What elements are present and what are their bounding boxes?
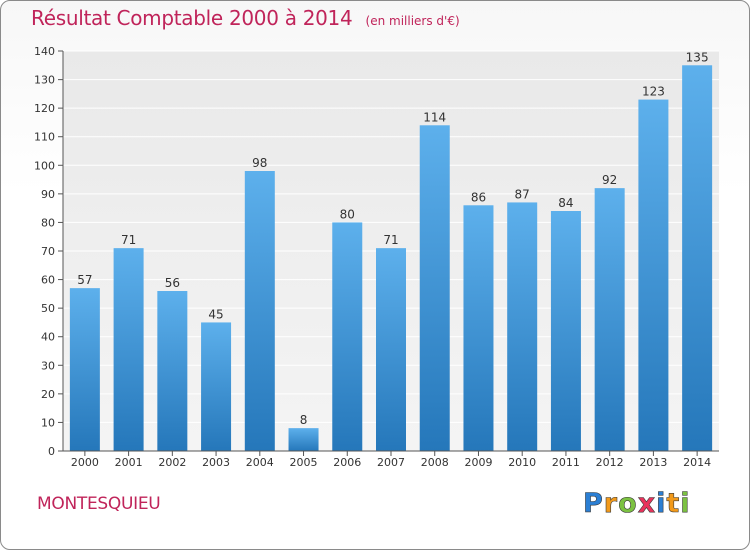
logo-letter: i [680,488,691,520]
bar-2014 [682,65,713,452]
x-tick-label: 2014 [683,456,711,469]
x-tick-label: 2010 [508,456,536,469]
y-tick-label: 90 [41,188,55,201]
y-tick-label: 0 [48,445,55,458]
bar-2001 [113,248,144,451]
x-tick-label: 2001 [115,456,143,469]
x-tick-label: 2005 [290,456,318,469]
x-tick-label: 2006 [333,456,361,469]
logo-letter: x [637,488,657,520]
value-label: 114 [423,110,446,124]
x-tick-label: 2004 [246,456,274,469]
x-tick-label: 2012 [596,456,624,469]
y-tick-label: 80 [41,216,55,229]
logo-letter: r [603,488,619,520]
value-label: 84 [558,196,573,210]
x-tick-label: 2000 [71,456,99,469]
y-tick-label: 20 [41,388,55,401]
value-label: 45 [208,307,223,321]
y-tick-label: 120 [34,102,55,115]
value-label: 92 [602,173,617,187]
x-tick-label: 2009 [464,456,492,469]
value-label: 8 [300,413,308,427]
value-label: 56 [165,276,180,290]
bar-2008 [419,125,450,452]
y-tick-label: 70 [41,245,55,258]
y-tick-label: 60 [41,274,55,287]
bar-2003 [201,322,232,451]
bar-2006 [332,222,363,451]
commune-name: MONTESQUIEU [37,494,161,514]
x-tick-label: 2008 [421,456,449,469]
bar-2007 [376,248,406,451]
y-tick-label: 10 [41,416,55,429]
logo-letter: P [583,488,604,520]
y-tick-label: 140 [34,45,55,58]
chart-title: Résultat Comptable 2000 à 2014 (en milli… [31,6,460,30]
value-label: 135 [686,50,709,64]
bar-2011 [550,211,581,451]
bar-2005 [288,428,319,451]
logo-letter: i [656,488,667,520]
x-tick-label: 2013 [639,456,667,469]
bar-2000 [69,288,100,451]
chart-title-unit: (en milliers d'€) [365,14,460,28]
x-tick-label: 2007 [377,456,405,469]
chart-title-main: Résultat Comptable 2000 à 2014 [31,6,353,30]
logo-letter: t [666,488,681,520]
y-tick-label: 30 [41,359,55,372]
bar-2012 [594,188,625,451]
bar-2010 [507,202,538,451]
y-tick-label: 110 [34,131,55,144]
logo-letter: o [618,488,638,520]
y-tick-label: 100 [34,159,55,172]
value-label: 98 [252,156,267,170]
value-label: 57 [77,273,92,287]
proxiti-logo[interactable]: Proxiti [583,488,691,520]
value-label: 87 [515,187,530,201]
x-tick-label: 2002 [158,456,186,469]
value-label: 80 [340,207,355,221]
x-tick-label: 2011 [552,456,580,469]
bar-2013 [638,99,669,452]
bar-2002 [157,291,188,451]
value-label: 123 [642,85,665,99]
y-tick-label: 50 [41,302,55,315]
value-label: 86 [471,190,486,204]
x-tick-label: 2003 [202,456,230,469]
value-label: 71 [121,233,136,247]
y-tick-label: 40 [41,331,55,344]
value-label: 71 [383,233,398,247]
bar-2009 [463,205,494,451]
bar-2004 [244,171,275,451]
y-tick-label: 130 [34,74,55,87]
